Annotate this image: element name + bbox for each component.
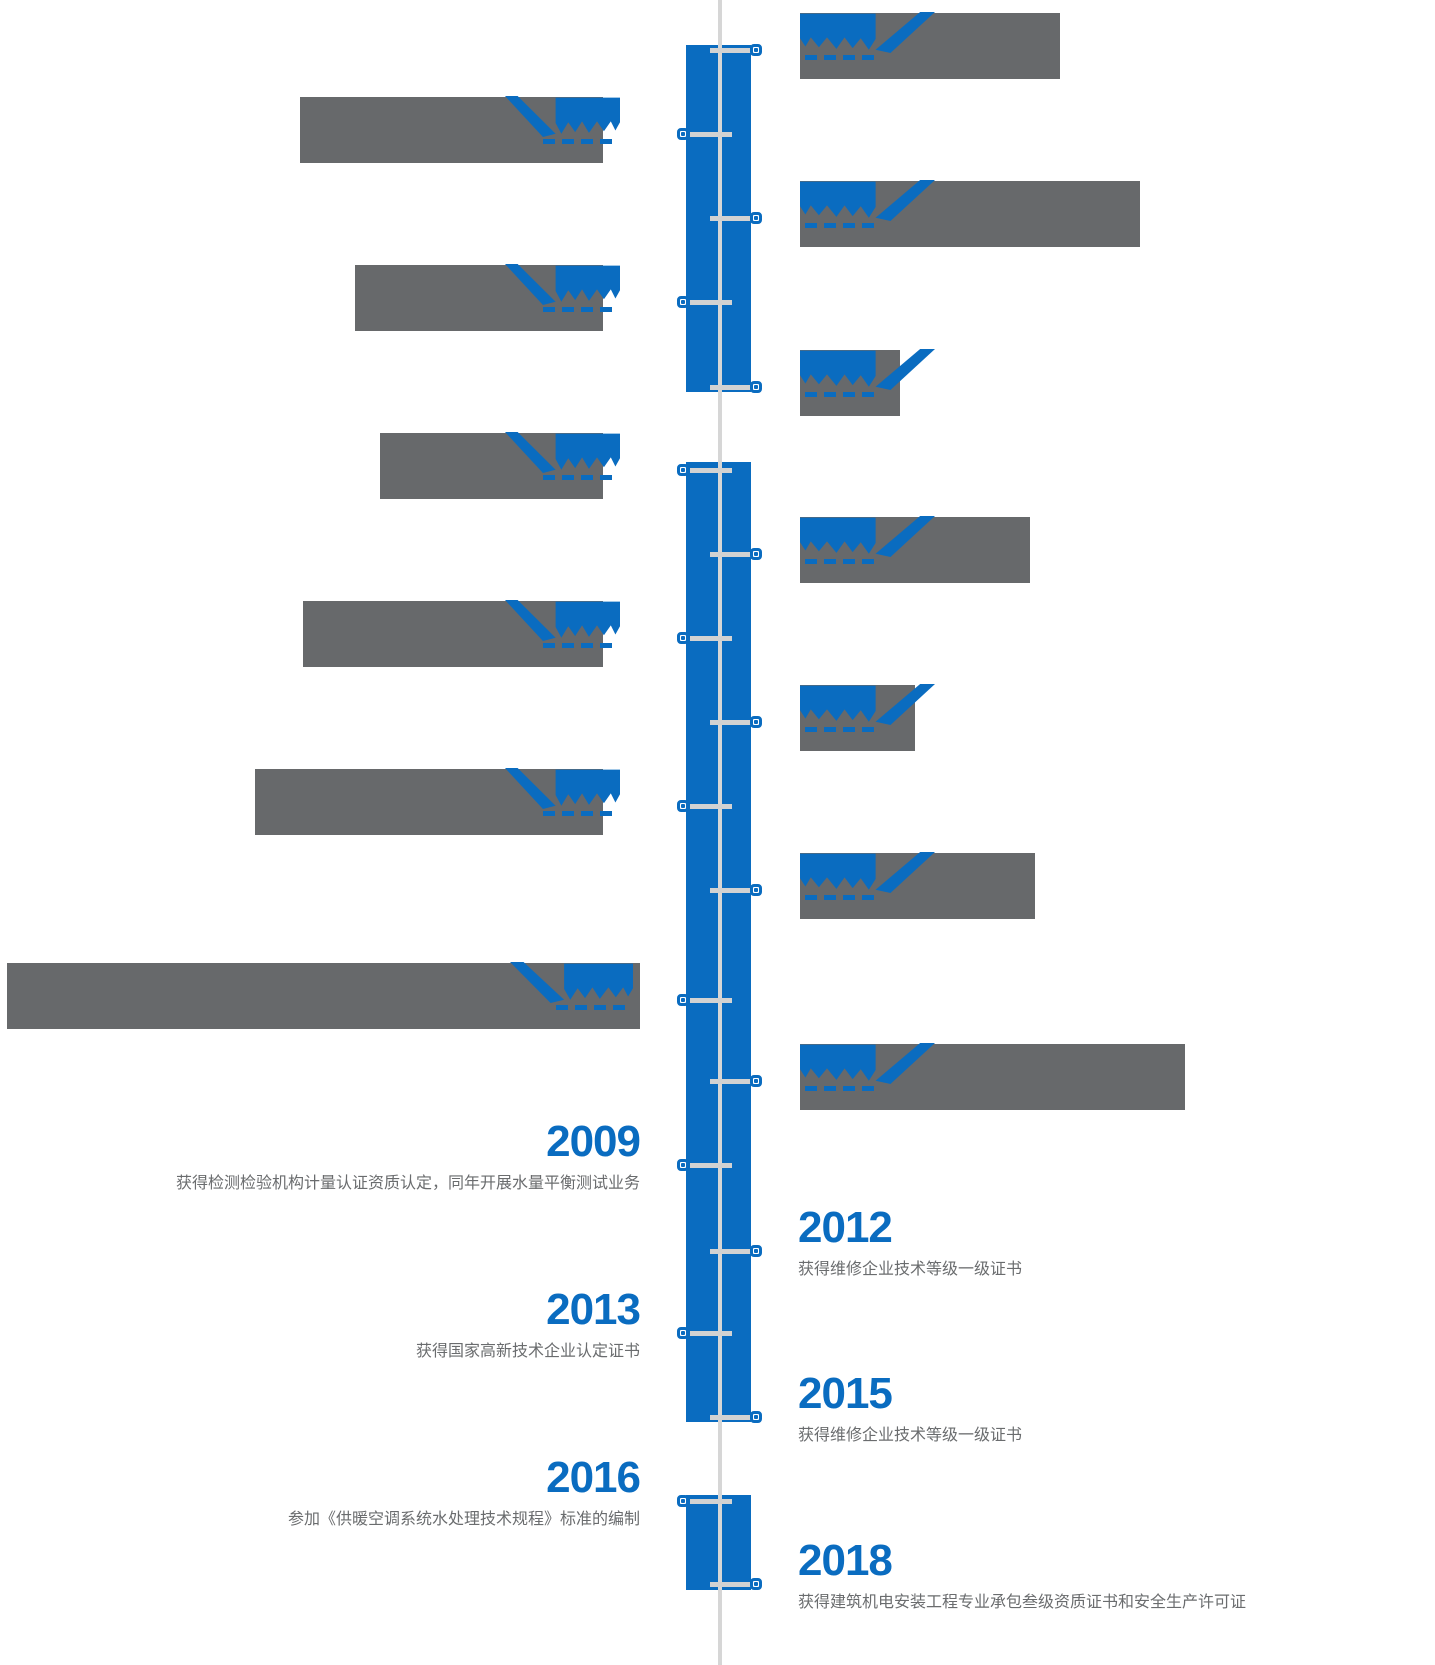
node-dot-icon [681, 1163, 685, 1167]
tick-line [690, 300, 732, 305]
redacted-text-block [300, 97, 603, 163]
tick-line [710, 888, 751, 893]
year-label: 2012 [798, 1203, 893, 1252]
node-dot-icon [681, 132, 685, 136]
node-dot-icon [681, 636, 685, 640]
timeline-node-icon [750, 1578, 762, 1590]
timeline-node-icon [677, 1327, 689, 1339]
timeline-node-icon [677, 632, 689, 644]
year-label: 2016 [546, 1453, 641, 1502]
tick-line [690, 132, 732, 137]
tick-line [710, 1582, 751, 1587]
entry-description: 获得维修企业技术等级一级证书 [798, 1427, 1023, 1444]
redacted-year-swoosh-icon [800, 12, 935, 60]
node-dot-icon [681, 468, 685, 472]
tick-line [690, 1163, 732, 1168]
node-dot-icon [681, 804, 685, 808]
redacted-text-block [303, 601, 603, 667]
timeline-node-icon [677, 464, 689, 476]
node-dot-icon [681, 1331, 685, 1335]
timeline-node-icon [750, 1075, 762, 1087]
timeline-node-icon [750, 884, 762, 896]
node-dot-icon [754, 385, 758, 389]
entry-description: 获得建筑机电安装工程专业承包叁级资质证书和安全生产许可证 [798, 1594, 1247, 1611]
redacted-year-swoosh-icon [505, 768, 620, 816]
timeline-node-icon [750, 212, 762, 224]
redacted-year-swoosh-icon [800, 1043, 935, 1091]
tick-line [690, 468, 732, 473]
node-dot-icon [681, 1499, 685, 1503]
tick-line [710, 552, 751, 557]
timeline-node-icon [677, 1495, 689, 1507]
tick-line [710, 720, 751, 725]
redacted-year-swoosh-icon [505, 432, 620, 480]
redacted-year-swoosh-icon [800, 852, 935, 900]
redacted-year-swoosh-icon [510, 962, 633, 1010]
timeline-node-icon [750, 1411, 762, 1423]
year-label: 2009 [546, 1117, 641, 1166]
tick-line [710, 1249, 751, 1254]
redacted-year-swoosh-icon [800, 180, 935, 228]
entry-description: 获得国家高新技术企业认定证书 [415, 1343, 640, 1360]
timeline-node-icon [750, 44, 762, 56]
node-dot-icon [754, 1582, 758, 1586]
redacted-year-swoosh-icon [800, 516, 935, 564]
node-dot-icon [754, 888, 758, 892]
node-dot-icon [754, 1415, 758, 1419]
timeline-node-icon [677, 1159, 689, 1171]
entry-description: 获得检测检验机构计量认证资质认定，同年开展水量平衡测试业务 [175, 1175, 640, 1192]
redacted-year-swoosh-icon [505, 264, 620, 312]
timeline-node-icon [750, 548, 762, 560]
redacted-year-swoosh-icon [505, 600, 620, 648]
tick-line [710, 48, 751, 53]
timeline-axis-line [718, 0, 722, 1665]
redacted-year-swoosh-icon [505, 96, 620, 144]
tick-line [710, 216, 751, 221]
tick-line [710, 385, 751, 390]
timeline-node-icon [750, 716, 762, 728]
timeline-node-icon [750, 381, 762, 393]
node-dot-icon [754, 552, 758, 556]
tick-line [710, 1415, 751, 1420]
tick-line [690, 998, 732, 1003]
timeline-node-icon [750, 1245, 762, 1257]
timeline-node-icon [677, 800, 689, 812]
node-dot-icon [754, 1079, 758, 1083]
node-dot-icon [754, 720, 758, 724]
tick-line [690, 636, 732, 641]
node-dot-icon [754, 48, 758, 52]
entry-description: 参加《供暖空调系统水处理技术规程》标准的编制 [287, 1511, 640, 1528]
node-dot-icon [681, 300, 685, 304]
timeline-node-icon [677, 994, 689, 1006]
node-dot-icon [681, 998, 685, 1002]
tick-line [690, 1331, 732, 1336]
tick-line [710, 1079, 751, 1084]
node-dot-icon [754, 1249, 758, 1253]
year-label: 2013 [546, 1285, 641, 1334]
entry-description: 获得维修企业技术等级一级证书 [798, 1261, 1023, 1278]
year-label: 2018 [798, 1536, 893, 1585]
redacted-year-swoosh-icon [800, 349, 935, 397]
year-label: 2015 [798, 1369, 893, 1418]
tick-line [690, 804, 732, 809]
tick-line [690, 1499, 732, 1504]
node-dot-icon [754, 216, 758, 220]
timeline-node-icon [677, 296, 689, 308]
timeline-node-icon [677, 128, 689, 140]
redacted-year-swoosh-icon [800, 684, 935, 732]
